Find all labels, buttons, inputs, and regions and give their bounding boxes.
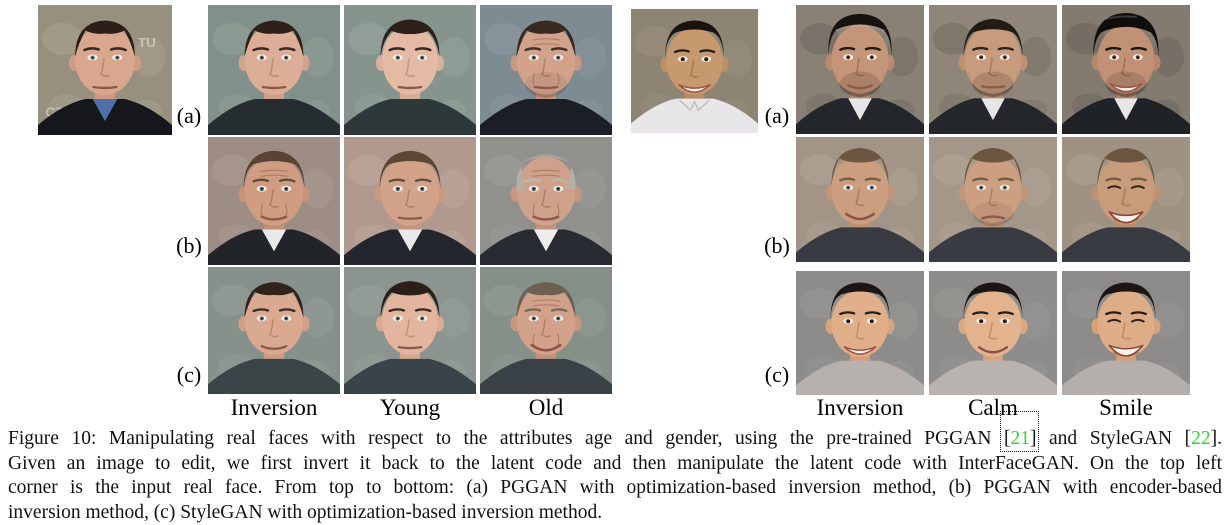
caption-text: . [1217,428,1222,449]
face-image-right-a-1 [796,5,924,134]
face-image-left-b-2 [344,137,476,265]
citation-bracket: [ [1184,428,1192,449]
citation-bracket: ] [1210,428,1218,449]
citation-bracket: [ [1003,428,1011,449]
face-image-right-b-1 [796,137,924,262]
figure-caption: Figure 10: Manipulating real faces with … [8,427,1222,525]
caption-line-1: Figure 10: Manipulating real faces with … [8,427,1222,452]
face-image-left-c-3 [480,267,612,394]
svg-text:TU: TU [138,35,156,50]
row-label-right-a: (a) [764,103,790,128]
face-image-right-b-3 [1062,137,1190,262]
citation-22-number: 22 [1191,428,1211,449]
face-image-left-a-2 [344,5,476,135]
caption-text: corner is the input real face. From top … [8,477,1222,498]
col-label-left-inversion: Inversion [230,395,318,420]
face-image-left-a-1 [208,5,340,135]
face-image-left-b-1 [208,137,340,265]
citation-21-link[interactable]: [21] [1004,428,1037,449]
face-image-left-a-3 [480,5,612,135]
row-label-left-b: (b) [176,233,202,258]
face-image-right-b-2 [929,137,1057,262]
citation-21-number: 21 [1010,428,1030,449]
citation-bracket: ] [1029,428,1037,449]
row-label-right-b: (b) [764,233,790,258]
row-label-left-c: (c) [176,362,202,387]
caption-text: Figure 10: Manipulating real faces with … [8,428,1004,449]
caption-line-2: Given an image to edit, we first invert … [8,452,1222,477]
caption-line-4: inversion method, (c) StyleGAN with opti… [8,501,1222,525]
col-label-right-inversion: Inversion [816,395,904,420]
col-label-right-calm: Calm [968,395,1018,420]
input-face-image-left: TU CT [38,5,172,135]
face-image-right-c-1 [796,271,924,395]
face-image-left-b-3 [480,137,612,265]
face-image-right-c-2 [929,271,1057,395]
row-label-left-a: (a) [176,103,202,128]
caption-text: inversion method, (c) StyleGAN with opti… [8,501,603,523]
face-image-right-a-2 [929,5,1057,134]
col-label-left-old: Old [528,395,564,420]
caption-line-3: corner is the input real face. From top … [8,476,1222,501]
face-image-right-c-3 [1062,271,1190,395]
caption-text: Given an image to edit, we first invert … [8,452,1222,474]
col-label-right-smile: Smile [1099,395,1153,420]
input-face-image-right [631,9,758,133]
row-label-right-c: (c) [764,362,790,387]
citation-22-link[interactable]: [22] [1185,428,1218,449]
caption-text: and StyleGAN [1036,428,1185,449]
face-image-right-a-3 [1062,5,1190,134]
col-label-left-young: Young [379,395,441,420]
face-image-left-c-2 [344,267,476,394]
face-image-left-c-1 [208,267,340,394]
